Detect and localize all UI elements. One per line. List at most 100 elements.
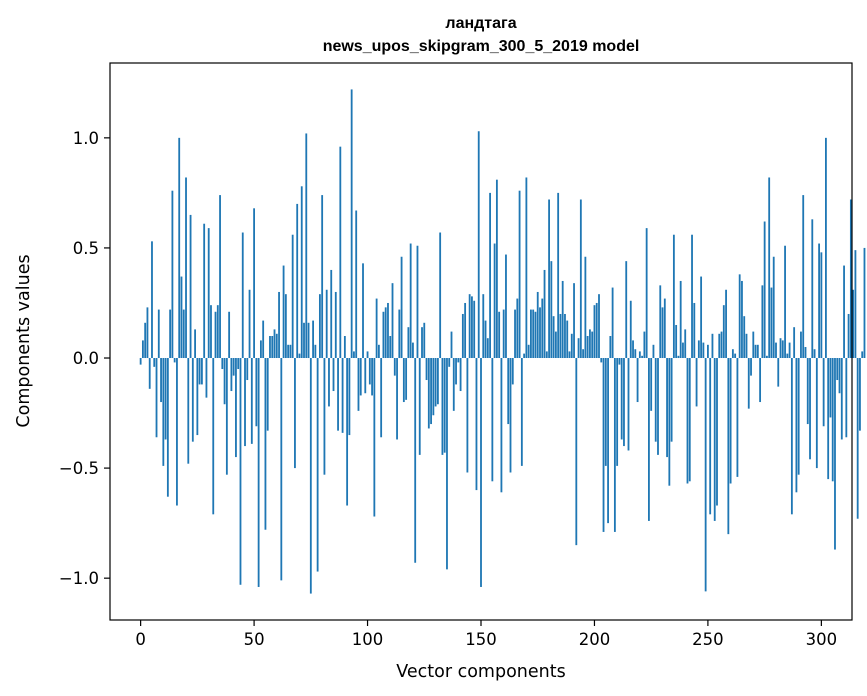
bar (495, 179, 498, 359)
bar (754, 344, 757, 359)
bar (657, 358, 659, 455)
bar (343, 336, 346, 359)
bar (423, 322, 426, 359)
bar (207, 228, 210, 359)
bar (729, 358, 732, 484)
bar (849, 199, 852, 359)
bar (777, 358, 780, 387)
bar (164, 358, 167, 440)
bar (536, 291, 539, 359)
x-tick-label: 250 (692, 630, 724, 649)
bar (353, 351, 355, 359)
bar (200, 358, 203, 385)
bar (291, 234, 294, 359)
bar (212, 358, 215, 515)
bar (178, 137, 181, 359)
bar (820, 252, 823, 359)
bar (788, 342, 791, 359)
bar (534, 311, 537, 359)
bar (452, 358, 455, 411)
bar (629, 300, 632, 359)
bar (591, 331, 594, 359)
bar (210, 305, 212, 359)
bar (309, 358, 312, 594)
bar (418, 358, 421, 455)
bar (811, 219, 814, 359)
bar (781, 340, 784, 359)
bar (448, 358, 451, 367)
bar (672, 234, 675, 359)
bar (720, 331, 723, 359)
bar (761, 285, 764, 359)
bar (271, 336, 274, 359)
bar (561, 280, 564, 359)
bar (434, 358, 437, 407)
x-axis: 0 50 100 150 200 250 300 (135, 620, 837, 649)
y-axis: −1.0 −0.5 0.0 0.5 1.0 (59, 129, 110, 588)
bar (829, 358, 832, 418)
y-tick-label: −1.0 (59, 569, 99, 588)
bar (756, 344, 759, 359)
bar (693, 302, 696, 359)
bar (709, 358, 712, 515)
bar (191, 358, 194, 442)
bar (652, 344, 655, 359)
bar (334, 291, 337, 359)
x-tick-label: 50 (244, 630, 265, 649)
bar (196, 358, 199, 436)
bar (436, 358, 439, 405)
bar (298, 353, 301, 359)
bar (604, 358, 607, 466)
bar (373, 358, 376, 517)
bar (595, 302, 598, 359)
bar (579, 199, 582, 359)
bar (834, 358, 836, 550)
bar (818, 243, 821, 359)
x-axis-label: Vector components (396, 662, 565, 682)
bar (725, 289, 727, 359)
bar (393, 358, 396, 376)
bar (303, 322, 305, 359)
bar (366, 351, 369, 359)
bar (278, 291, 280, 359)
bar (613, 358, 616, 532)
bar (321, 195, 324, 359)
bar (541, 298, 544, 359)
bar (713, 358, 716, 521)
bar (141, 340, 144, 359)
bar (203, 223, 206, 359)
bar (825, 137, 827, 359)
y-tick-label: −0.5 (59, 459, 99, 478)
bar (505, 254, 507, 359)
bar (793, 327, 796, 359)
bar (722, 305, 725, 359)
bar (237, 358, 240, 370)
bar (305, 133, 308, 359)
bar (384, 307, 387, 359)
bar (704, 358, 707, 592)
bar (144, 322, 147, 359)
bar (548, 199, 550, 359)
bar (391, 283, 394, 359)
bar (248, 289, 251, 359)
bar (259, 340, 262, 359)
bar (559, 313, 562, 359)
x-tick-label: 300 (806, 630, 838, 649)
bar (491, 358, 494, 482)
bar (863, 247, 866, 359)
bar (593, 305, 596, 359)
bar (348, 358, 351, 436)
bar (716, 358, 718, 506)
bar (300, 186, 303, 359)
bar (775, 342, 777, 359)
bar (618, 358, 621, 365)
bar (416, 245, 419, 359)
bar (745, 333, 748, 359)
y-axis-label: Components values (14, 254, 34, 427)
bar (166, 358, 169, 497)
bar (205, 358, 208, 398)
bar (520, 358, 523, 466)
bar (564, 313, 566, 359)
bar (831, 358, 834, 482)
bar (486, 338, 489, 359)
